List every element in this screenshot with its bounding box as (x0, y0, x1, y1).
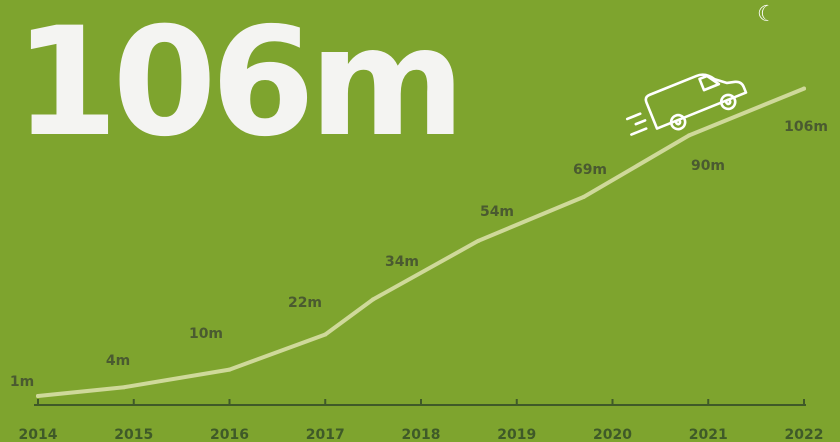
x-tick-label: 2020 (593, 427, 632, 442)
x-tick-label: 2022 (785, 427, 824, 442)
data-point (476, 238, 481, 243)
data-label: 4m (106, 353, 130, 369)
data-labels: 1m 4m 10m 22m 34m 54m 69m 90m 106m (10, 119, 828, 390)
data-point (323, 332, 328, 337)
x-tick-label: 2014 (19, 427, 58, 442)
headline-value: 106m (14, 0, 465, 170)
x-tick-label: 2021 (689, 427, 728, 442)
data-label: 22m (288, 295, 322, 311)
moon-icon[interactable]: ☾ (757, 2, 777, 27)
data-point (802, 86, 806, 91)
x-tick-label: 2018 (402, 427, 441, 442)
data-label: 69m (573, 162, 607, 178)
data-point (371, 297, 376, 302)
data-point (581, 194, 586, 199)
data-point (227, 367, 232, 372)
data-point (687, 133, 692, 138)
data-point (36, 394, 40, 398)
data-label: 10m (189, 326, 223, 342)
data-label: 1m (10, 374, 34, 390)
data-label: 106m (784, 119, 828, 135)
x-tick-label: 2017 (306, 427, 345, 442)
data-label: 54m (480, 204, 514, 220)
x-axis: 2014 2015 2016 2017 2018 2019 2020 2021 2022 (19, 399, 824, 442)
data-label: 90m (691, 158, 725, 174)
data-label: 34m (385, 254, 419, 270)
data-points (36, 86, 806, 398)
x-tick-label: 2015 (114, 427, 153, 442)
delivery-van-icon (625, 73, 748, 136)
x-tick-label: 2019 (497, 427, 536, 442)
x-tick-label: 2016 (210, 427, 249, 442)
data-point (122, 385, 127, 390)
